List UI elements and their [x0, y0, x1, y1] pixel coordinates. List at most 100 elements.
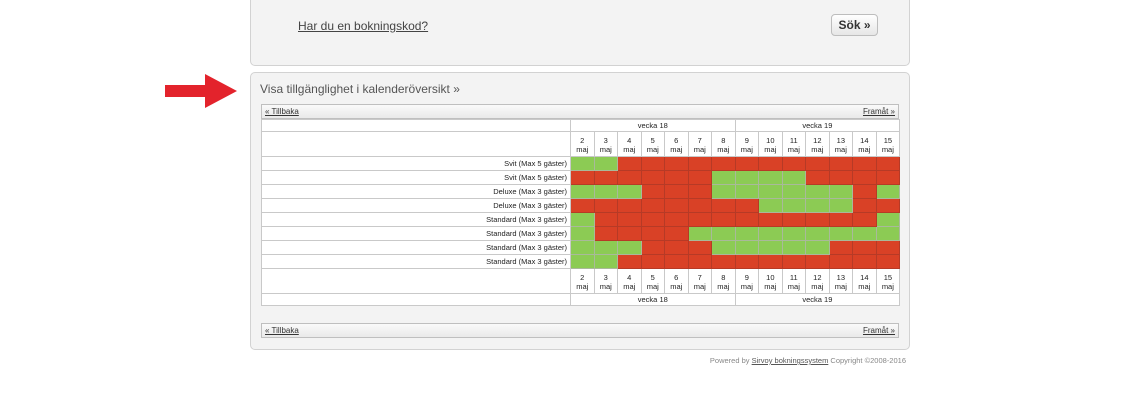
available-cell[interactable]	[828, 226, 854, 241]
back-link[interactable]: « Tillbaka	[265, 107, 299, 116]
forward-link[interactable]: Framåt »	[862, 107, 895, 116]
day-month: maj	[787, 145, 800, 154]
day-number: 4	[627, 136, 632, 145]
available-cell[interactable]	[711, 240, 736, 255]
blank-cell	[261, 119, 571, 132]
day-month: maj	[646, 145, 659, 154]
booked-cell	[828, 212, 854, 227]
booked-cell	[781, 254, 807, 269]
available-cell[interactable]	[593, 254, 618, 269]
available-cell[interactable]	[758, 198, 783, 213]
booked-cell	[805, 170, 830, 185]
available-cell[interactable]	[828, 184, 854, 199]
booked-cell	[711, 212, 736, 227]
booked-cell	[687, 198, 712, 213]
available-cell[interactable]	[875, 226, 901, 241]
booked-cell	[828, 240, 854, 255]
booked-cell	[781, 156, 807, 171]
booked-cell	[664, 170, 689, 185]
day-month: maj	[623, 282, 636, 291]
available-cell[interactable]	[570, 226, 595, 241]
available-cell[interactable]	[875, 184, 901, 199]
red-arrow-icon	[165, 74, 237, 108]
available-cell[interactable]	[711, 184, 736, 199]
room-row: Standard (Max 3 gäster)	[261, 226, 901, 241]
day-header: 7 maj	[687, 268, 712, 294]
booked-cell	[852, 170, 877, 185]
available-cell[interactable]	[570, 212, 595, 227]
available-cell[interactable]	[781, 184, 807, 199]
available-cell[interactable]	[617, 240, 642, 255]
available-cell[interactable]	[734, 170, 760, 185]
room-name: Standard (Max 3 gäster)	[261, 254, 571, 269]
available-cell[interactable]	[805, 184, 830, 199]
booking-code-panel	[250, 0, 910, 66]
booked-cell	[617, 198, 642, 213]
available-cell[interactable]	[805, 226, 830, 241]
available-cell[interactable]	[758, 184, 783, 199]
available-cell[interactable]	[781, 226, 807, 241]
available-cell[interactable]	[711, 226, 736, 241]
booked-cell	[734, 198, 760, 213]
footer: Powered by Sirvoy bokningssystem Copyrig…	[250, 356, 906, 365]
blank-cell	[261, 268, 571, 294]
available-cell[interactable]	[758, 240, 783, 255]
back-link[interactable]: « Tillbaka	[265, 326, 299, 335]
day-number: 8	[721, 273, 726, 282]
available-cell[interactable]	[570, 184, 595, 199]
available-cell[interactable]	[781, 170, 807, 185]
booked-cell	[640, 226, 665, 241]
footer-sirvoy-link[interactable]: Sirvoy bokningssystem	[751, 356, 829, 365]
day-month: maj	[646, 282, 659, 291]
booked-cell	[617, 254, 642, 269]
booked-cell	[852, 156, 877, 171]
booked-cell	[875, 156, 901, 171]
booked-cell	[687, 254, 712, 269]
day-header: 13 maj	[828, 268, 854, 294]
available-cell[interactable]	[570, 156, 595, 171]
room-name: Svit (Max 5 gäster)	[261, 170, 571, 185]
booking-code-link[interactable]: Har du en bokningskod?	[298, 19, 429, 33]
room-name: Deluxe (Max 3 gäster)	[261, 198, 571, 213]
available-cell[interactable]	[617, 184, 642, 199]
week-header-row: vecka 18 vecka 19	[261, 119, 901, 132]
available-cell[interactable]	[758, 226, 783, 241]
available-cell[interactable]	[781, 198, 807, 213]
available-cell[interactable]	[593, 156, 618, 171]
day-header: 11 maj	[781, 268, 807, 294]
available-cell[interactable]	[570, 254, 595, 269]
available-cell[interactable]	[875, 212, 901, 227]
available-cell[interactable]	[781, 240, 807, 255]
available-cell[interactable]	[593, 184, 618, 199]
available-cell[interactable]	[805, 198, 830, 213]
booked-cell	[875, 198, 901, 213]
available-cell[interactable]	[570, 240, 595, 255]
available-cell[interactable]	[734, 240, 760, 255]
booked-cell	[664, 212, 689, 227]
available-cell[interactable]	[687, 226, 712, 241]
booked-cell	[758, 212, 783, 227]
available-cell[interactable]	[734, 184, 760, 199]
booked-cell	[781, 212, 807, 227]
available-cell[interactable]	[593, 240, 618, 255]
available-cell[interactable]	[852, 226, 877, 241]
available-cell[interactable]	[758, 170, 783, 185]
day-header: 3 maj	[593, 131, 618, 157]
available-cell[interactable]	[805, 240, 830, 255]
booked-cell	[593, 170, 618, 185]
day-number: 11	[789, 273, 798, 282]
day-month: maj	[764, 282, 777, 291]
day-header: 5 maj	[640, 268, 665, 294]
available-cell[interactable]	[711, 170, 736, 185]
day-header: 8 maj	[711, 131, 736, 157]
forward-link[interactable]: Framåt »	[862, 326, 895, 335]
search-button[interactable]: Sök »	[831, 14, 878, 36]
available-cell[interactable]	[828, 198, 854, 213]
room-name: Standard (Max 3 gäster)	[261, 240, 571, 255]
available-cell[interactable]	[734, 226, 760, 241]
day-header: 2 maj	[570, 131, 595, 157]
day-header: 14 maj	[852, 268, 877, 294]
booked-cell	[711, 254, 736, 269]
calendar-overview-heading[interactable]: Visa tillgänglighet i kalenderöversikt »	[260, 82, 460, 96]
booked-cell	[664, 156, 689, 171]
